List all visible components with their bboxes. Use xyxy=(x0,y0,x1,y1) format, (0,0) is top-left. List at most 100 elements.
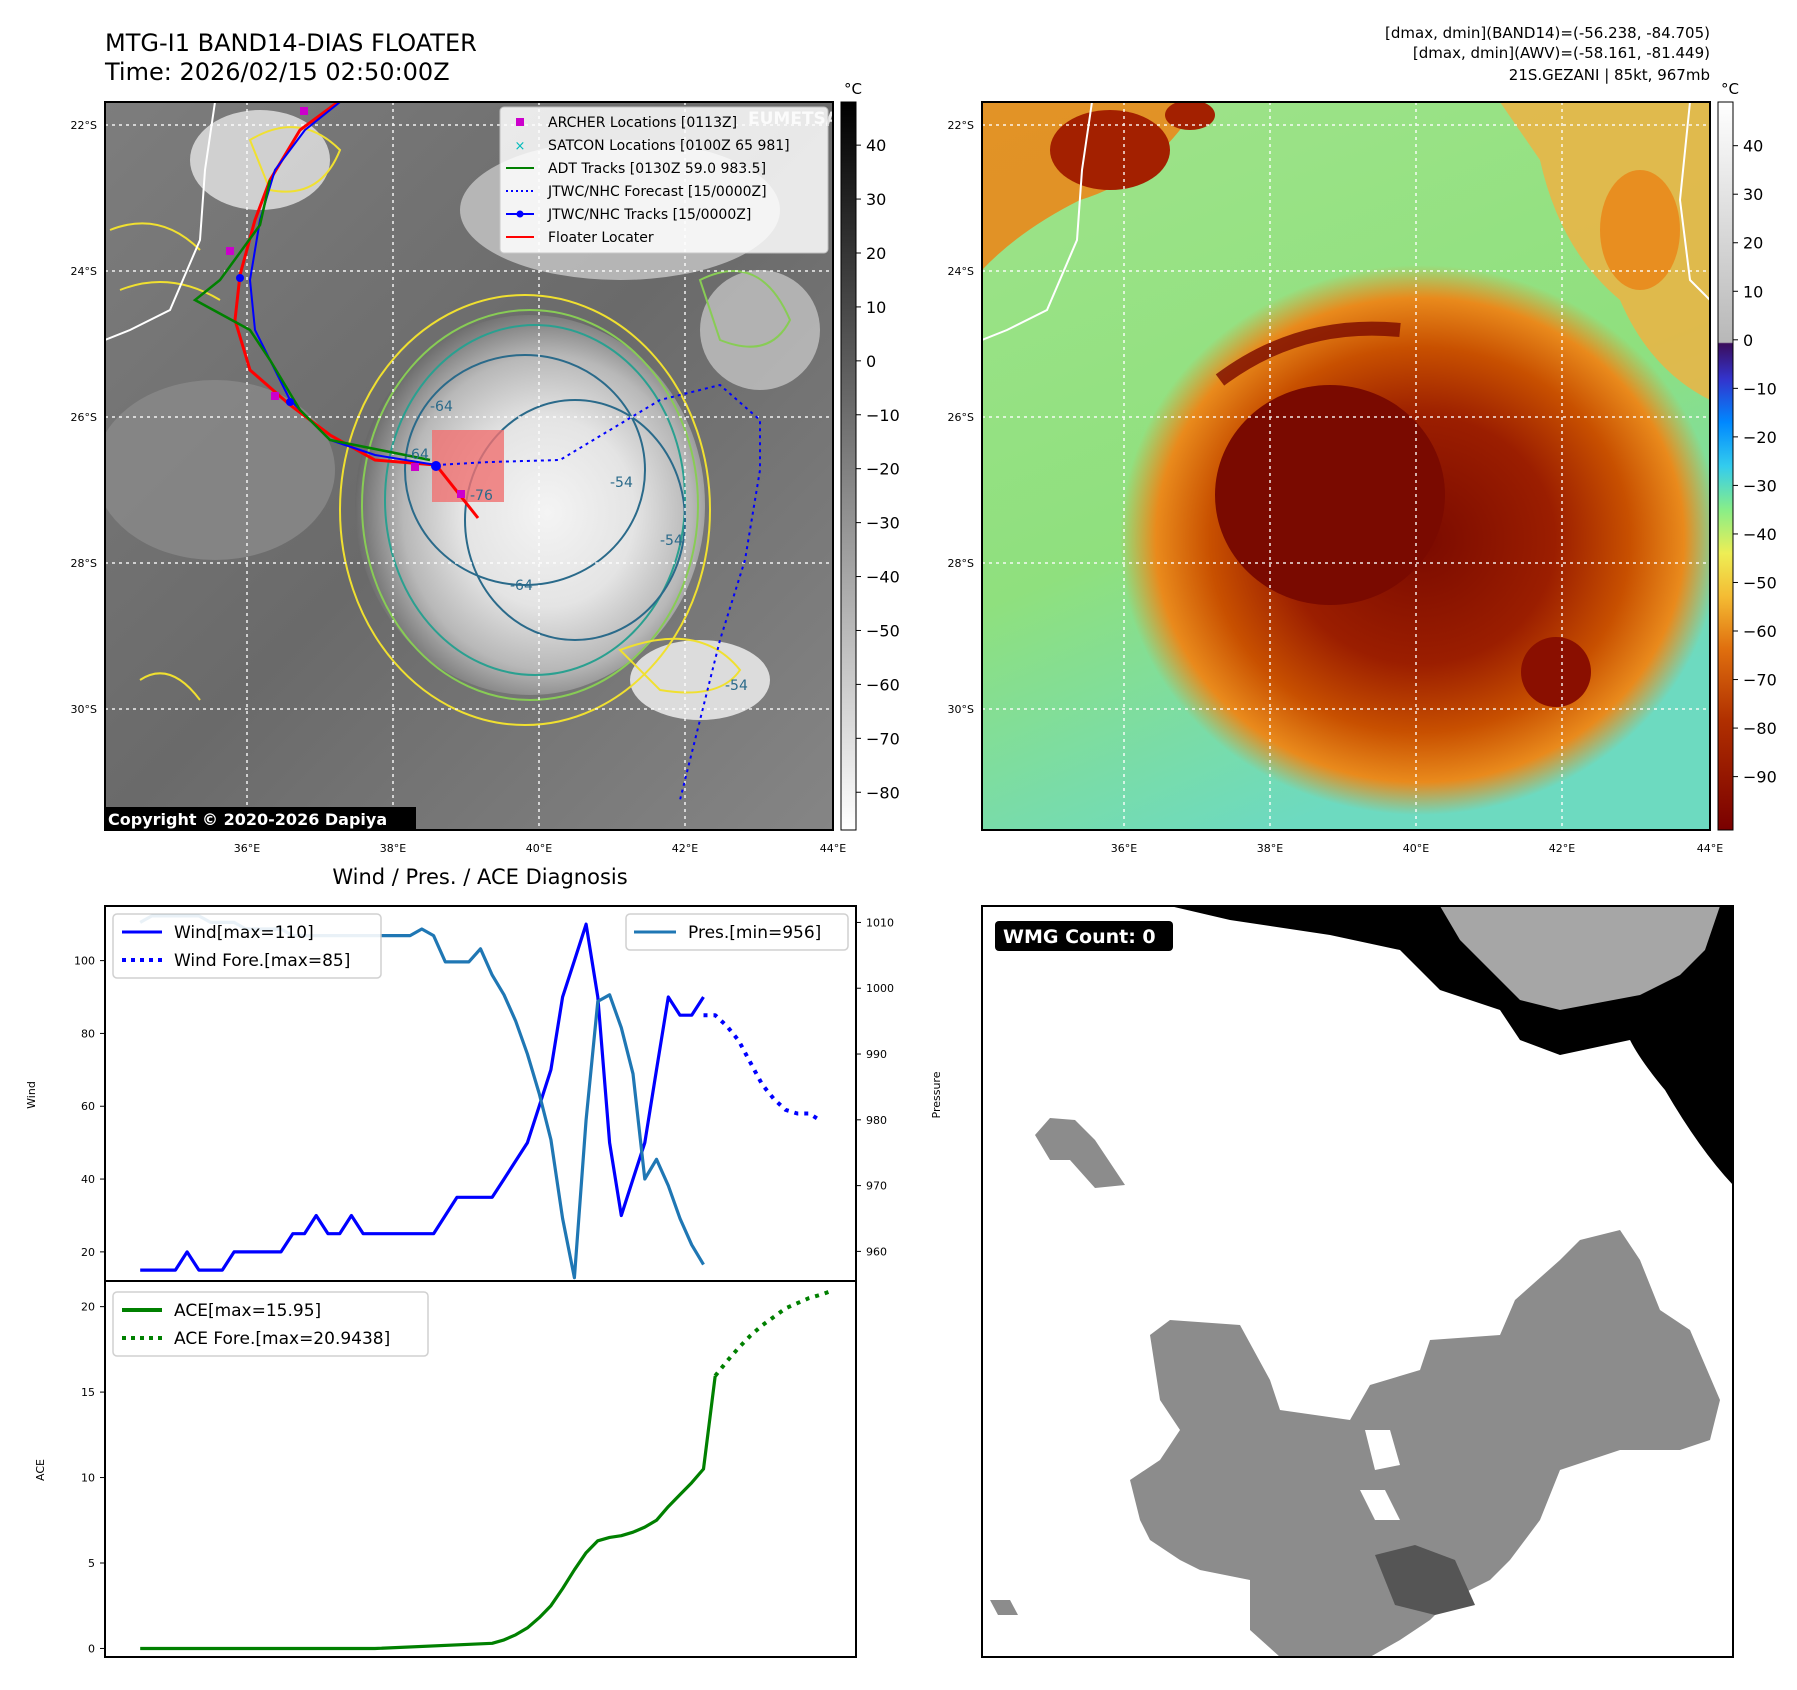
adt-track xyxy=(192,179,431,462)
info-awv: [dmax, dmin](AWV)=(-58.161, -81.449) xyxy=(1413,44,1710,62)
pres-legend: Pres.[min=956] xyxy=(625,913,849,951)
y-tick-label: 10 xyxy=(81,1472,95,1485)
ace-axis-label: ACE xyxy=(34,1459,47,1481)
figure-title: MTG-I1 BAND14-DIAS FLOATER xyxy=(105,29,477,57)
lat-tick-label: 28°S xyxy=(71,557,97,570)
y-tick-label: 40 xyxy=(81,1173,95,1186)
colorbar-tick-label: −70 xyxy=(1743,671,1777,690)
lon-tick-label: 40°E xyxy=(526,842,552,855)
legend-label: JTWC/NHC Tracks [15/0000Z] xyxy=(547,207,751,223)
colorbar-tick-label: −10 xyxy=(866,406,900,425)
lat-tick-label: 26°S xyxy=(71,411,97,424)
legend-label: Floater Locater xyxy=(548,230,654,246)
colorbar-tick-label: 10 xyxy=(1743,282,1763,301)
lon-tick-label: 44°E xyxy=(1697,842,1723,855)
colorbar-tick-label: −50 xyxy=(1743,573,1777,592)
ace-legend-label: ACE[max=15.95] xyxy=(174,1301,321,1321)
y-tick-label: 100 xyxy=(74,955,95,968)
lat-tick-label: 26°S xyxy=(948,411,974,424)
gray-colorbar-unit: °C xyxy=(844,80,862,98)
map-legend: ARCHER Locations [0113Z] × SATCON Location… xyxy=(499,106,829,254)
lat-tick-label: 24°S xyxy=(948,265,974,278)
y-tick-label: 0 xyxy=(88,1642,95,1655)
colorbar-tick-label: −20 xyxy=(1743,428,1777,447)
y-tick-label: 20 xyxy=(81,1301,95,1314)
lon-tick-label: 36°E xyxy=(1111,842,1137,855)
diagnosis-title: Wind / Pres. / ACE Diagnosis xyxy=(332,865,627,889)
colorbar-tick-label: −70 xyxy=(866,729,900,748)
series-line-ace xyxy=(140,1375,717,1651)
color-colorbar: °C 40 30 20 10 0 −10 −20 −30 −40 −50 −60 −70 −80 −90 xyxy=(1717,80,1777,831)
contour-label: -64 xyxy=(430,399,453,415)
contour-label: -54 xyxy=(725,678,748,694)
legend-marker: × xyxy=(515,139,526,154)
y-tick-label: 5 xyxy=(88,1557,95,1570)
wind-legend-label: Wind[max=110] xyxy=(174,923,314,943)
legend-label: ADT Tracks [0130Z 59.0 983.5] xyxy=(548,161,766,177)
colorbar-tick-label: 30 xyxy=(866,190,886,209)
y2-tick-label: 1000 xyxy=(866,982,894,995)
figure-time: Time: 2026/02/15 02:50:00Z xyxy=(104,58,450,86)
y2-tick-label: 1010 xyxy=(866,916,894,929)
series-line-wind xyxy=(140,922,705,1272)
lon-tick-label: 42°E xyxy=(672,842,698,855)
y-tick-label: 20 xyxy=(81,1246,95,1259)
colorbar-tick-label: −30 xyxy=(1743,476,1777,495)
lon-tick-label: 38°E xyxy=(1257,842,1283,855)
colorbar-tick-label: −20 xyxy=(866,460,900,479)
wmg-count-label: WMG Count: 0 xyxy=(1003,926,1156,948)
gray-colorbar: °C 40 30 20 10 0 −10 −20 −30 −40 −50 −60 −70 −80 xyxy=(840,80,900,831)
legend-label: JTWC/NHC Forecast [15/0000Z] xyxy=(547,184,767,200)
colorbar-tick-label: 20 xyxy=(1743,234,1763,253)
legend-label: SATCON Locations [0100Z 65 981] xyxy=(548,138,790,154)
ace-legend: ACE[max=15.95] ACE Fore.[max=20.9438] xyxy=(112,1291,429,1357)
colorbar-tick-label: −30 xyxy=(866,514,900,533)
contour-label: -64 xyxy=(406,447,429,463)
colorbar-tick-label: −80 xyxy=(1743,719,1777,738)
y2-tick-label: 980 xyxy=(866,1114,887,1127)
lat-tick-label: 24°S xyxy=(71,265,97,278)
pres-legend-label: Pres.[min=956] xyxy=(688,923,821,943)
colorbar-tick-label: −50 xyxy=(866,621,900,640)
legend-marker xyxy=(516,118,524,126)
y-tick-label: 60 xyxy=(81,1100,95,1113)
color-colorbar-unit: °C xyxy=(1721,80,1739,98)
colorbar-tick-label: −80 xyxy=(866,783,900,802)
ir-map-panel: EUMETSAT 2026 -64-64-64-54-54-54-76 Copy… xyxy=(104,101,834,831)
wind-axis-label: Wind xyxy=(25,1081,38,1109)
floater-box xyxy=(432,430,504,502)
lat-tick-label: 28°S xyxy=(948,557,974,570)
colorbar-tick-label: −90 xyxy=(1743,768,1777,787)
pressure-axis-label: Pressure xyxy=(930,1071,943,1118)
contour-label: -64 xyxy=(510,578,533,594)
jtwc-track xyxy=(248,102,437,466)
lon-tick-label: 40°E xyxy=(1403,842,1429,855)
colorbar-tick-label: −40 xyxy=(1743,525,1777,544)
contour-label: -76 xyxy=(470,488,493,504)
colorbar-tick-label: 0 xyxy=(866,352,876,371)
colorbar-tick-label: 40 xyxy=(866,136,886,155)
contour-label: -54 xyxy=(660,533,683,549)
lat-tick-label: 30°S xyxy=(948,703,974,716)
lat-tick-label: 22°S xyxy=(71,119,97,132)
colorbar-tick-label: −60 xyxy=(866,675,900,694)
lon-tick-label: 42°E xyxy=(1549,842,1575,855)
y2-tick-label: 990 xyxy=(866,1048,887,1061)
info-storm: 21S.GEZANI | 85kt, 967mb xyxy=(1509,66,1710,84)
legend-label: ARCHER Locations [0113Z] xyxy=(548,115,737,131)
jtwc-forecast xyxy=(435,383,761,801)
lon-tick-label: 38°E xyxy=(380,842,406,855)
lon-tick-label: 36°E xyxy=(234,842,260,855)
colorbar-tick-label: −40 xyxy=(866,568,900,587)
colorbar-tick-label: 0 xyxy=(1743,331,1753,350)
colorbar-tick-label: −60 xyxy=(1743,622,1777,641)
wmg-gray-region xyxy=(1130,1230,1720,1657)
wind-legend: Wind[max=110] Wind Fore.[max=85] xyxy=(112,913,382,979)
color-ir-panel xyxy=(981,101,1711,831)
series-line-wind-fore- xyxy=(703,1013,822,1123)
colorbar-tick-label: 20 xyxy=(866,244,886,263)
ace-fore-legend-label: ACE Fore.[max=20.9438] xyxy=(174,1329,390,1349)
contour-label: -54 xyxy=(610,475,633,491)
colorbar-tick-label: 30 xyxy=(1743,185,1763,204)
y2-tick-label: 960 xyxy=(866,1245,887,1258)
